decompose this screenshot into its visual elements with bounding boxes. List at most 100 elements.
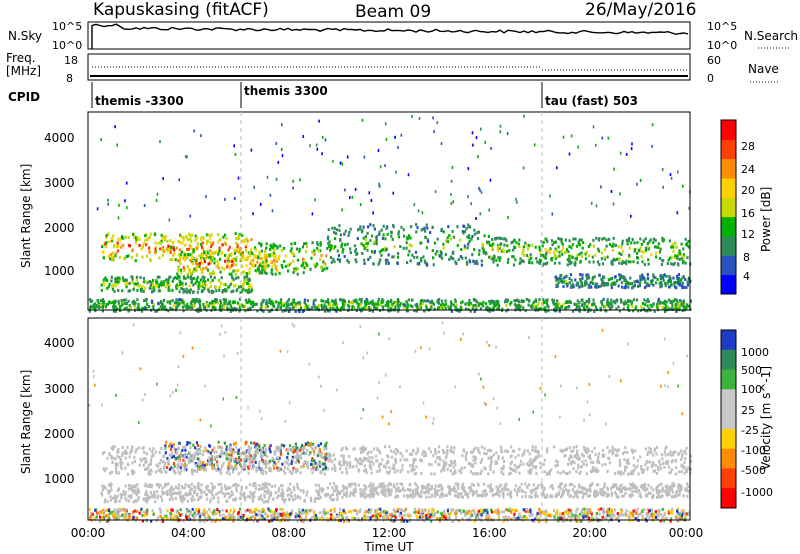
power-cell xyxy=(566,263,569,267)
velocity-cell xyxy=(462,448,465,452)
power-cell xyxy=(509,302,512,306)
noise-right-tick-bottom: 10^0 xyxy=(707,39,737,52)
velocity-cell xyxy=(197,498,200,502)
power-cell xyxy=(564,281,567,285)
power-cell xyxy=(162,306,165,310)
power-cell xyxy=(549,194,551,198)
velocity-cell xyxy=(480,445,483,449)
power-cell xyxy=(588,297,591,301)
velocity-cell xyxy=(520,488,524,492)
power-cell xyxy=(407,298,410,302)
power-cell xyxy=(116,143,118,147)
velocity-cell xyxy=(121,451,124,455)
power-cell xyxy=(346,155,349,159)
power-cell xyxy=(584,257,587,261)
velocity-cell xyxy=(581,460,584,464)
velocity-cell xyxy=(226,499,229,503)
power-cell xyxy=(294,269,297,273)
velocity-cell xyxy=(232,450,235,454)
velocity-cell xyxy=(616,449,619,453)
power-cell xyxy=(204,253,207,257)
power-cell xyxy=(423,299,426,303)
velocity-cell xyxy=(225,448,228,452)
power-cell xyxy=(343,255,346,258)
power-cell xyxy=(228,272,231,276)
velocity-cell xyxy=(384,492,387,496)
velocity-cell xyxy=(644,463,647,467)
velocity-cell xyxy=(356,458,359,462)
power-cell xyxy=(589,281,592,285)
power-cell xyxy=(439,250,442,254)
power-cell xyxy=(90,305,93,309)
power-cell xyxy=(349,196,351,199)
velocity-cell xyxy=(422,449,425,453)
power-cell xyxy=(241,251,245,255)
velocity-cell xyxy=(219,490,222,494)
power-cell xyxy=(359,203,362,207)
velocity-cell xyxy=(296,451,299,455)
power-cell xyxy=(636,284,640,288)
power-cell xyxy=(252,263,255,267)
power-cell xyxy=(454,300,457,304)
velocity-cell xyxy=(247,457,250,461)
power-cell xyxy=(277,301,280,305)
power-cell xyxy=(660,263,663,266)
velocity-cell xyxy=(587,455,590,459)
power-cell xyxy=(132,232,135,236)
power-cell xyxy=(183,258,187,262)
power-cell xyxy=(631,238,634,241)
velocity-cell xyxy=(433,491,436,495)
velocity-cell xyxy=(342,457,345,461)
velocity-cell xyxy=(107,491,110,495)
velocity-cell xyxy=(191,495,194,498)
power-cell xyxy=(296,258,300,262)
velocity-cell xyxy=(240,485,243,489)
velocity-cell xyxy=(209,500,212,504)
velocity-cell xyxy=(252,482,255,486)
power-cell xyxy=(102,301,105,305)
power-cell xyxy=(119,305,122,309)
velocity-cell xyxy=(268,446,271,450)
velocity-cell xyxy=(237,456,241,459)
power-cell xyxy=(480,263,483,267)
velocity-cell xyxy=(632,464,635,468)
power-cell xyxy=(201,247,205,251)
power-cell xyxy=(217,301,220,305)
velocity-cell xyxy=(124,484,127,488)
velocity-cell xyxy=(220,488,223,492)
power-cell xyxy=(194,281,197,285)
power-cell xyxy=(468,298,471,302)
power-cell xyxy=(182,300,185,304)
velocity-cell xyxy=(173,446,176,450)
velocity-cell xyxy=(343,460,347,464)
power-cell xyxy=(213,299,216,303)
power-cell xyxy=(360,242,363,246)
velocity-cell xyxy=(575,456,578,460)
velocity-cell xyxy=(655,472,658,475)
velocity-cell xyxy=(237,484,240,487)
velocity-cell xyxy=(320,454,323,458)
power-cell xyxy=(157,301,160,305)
velocity-cell xyxy=(448,463,451,467)
velocity-cell xyxy=(263,493,266,497)
power-cell xyxy=(479,307,482,311)
velocity-cell xyxy=(337,491,340,494)
power-cell xyxy=(571,255,574,259)
velocity-cell xyxy=(121,446,124,449)
power-cell xyxy=(104,276,107,280)
power-cell xyxy=(254,302,257,306)
velocity-cell xyxy=(393,467,396,471)
power-cell xyxy=(250,248,253,252)
velocity-cell xyxy=(315,466,318,469)
power-cell xyxy=(492,242,495,246)
power-cell xyxy=(579,259,582,263)
velocity-cell xyxy=(226,457,229,461)
power-cell xyxy=(107,202,109,206)
velocity-cell xyxy=(588,453,591,457)
power-cell xyxy=(324,305,328,309)
power-cell xyxy=(627,299,630,303)
power-cell xyxy=(649,238,652,242)
velocity-cell xyxy=(345,471,349,474)
power-cell xyxy=(640,242,643,246)
power-cell xyxy=(585,300,588,303)
